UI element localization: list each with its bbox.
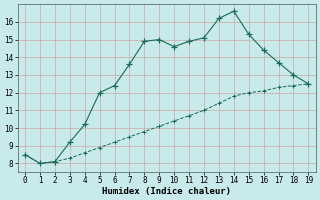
X-axis label: Humidex (Indice chaleur): Humidex (Indice chaleur) bbox=[102, 187, 231, 196]
